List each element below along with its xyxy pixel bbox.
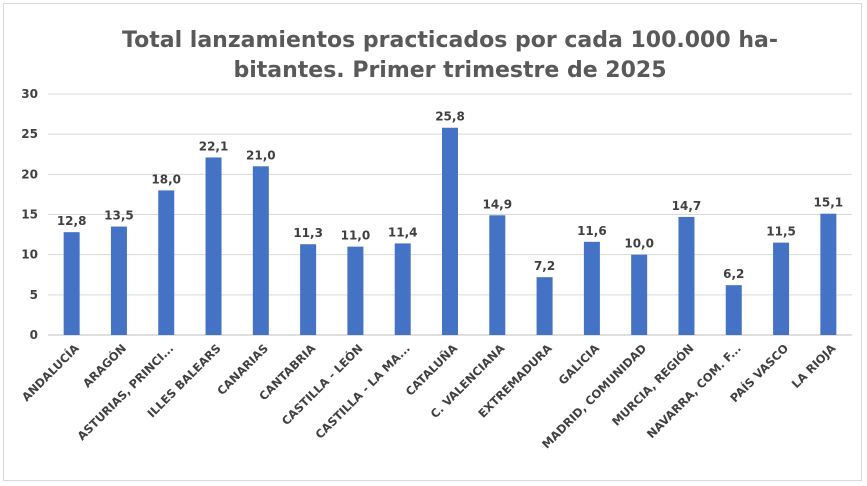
category-label: MURCIA, REGIÓN: [608, 341, 696, 429]
bar: [489, 215, 506, 335]
bar: [773, 242, 790, 335]
data-label: 22,1: [199, 139, 229, 153]
bar: [631, 254, 648, 335]
bar: [205, 157, 222, 335]
category-label: CASTILLA - LA MA...: [312, 341, 412, 441]
bar: [300, 244, 317, 335]
bar: [110, 226, 127, 335]
y-tick-label: 5: [30, 288, 38, 302]
bar: [347, 246, 364, 335]
y-tick-label: 15: [21, 208, 38, 222]
data-label: 11,0: [341, 229, 371, 243]
y-tick-label: 25: [21, 127, 38, 141]
bar: [678, 216, 695, 335]
data-label: 11,5: [766, 225, 796, 239]
data-label: 10,0: [624, 237, 654, 251]
data-label: 13,5: [104, 209, 134, 223]
bar: [725, 285, 742, 335]
data-label: 25,8: [435, 110, 465, 124]
bar: [820, 213, 837, 335]
bar: [536, 277, 553, 335]
y-tick-label: 20: [21, 167, 38, 181]
bar: [252, 166, 269, 335]
data-label: 11,4: [388, 225, 418, 239]
bar: [394, 243, 411, 335]
category-label: LA RIOJA: [789, 341, 839, 391]
data-label: 11,3: [293, 226, 323, 240]
y-tick-label: 0: [30, 328, 38, 342]
chart-frame: [3, 3, 862, 481]
category-label: ARAGÓN: [79, 341, 129, 391]
data-label: 14,9: [482, 197, 512, 211]
bar: [158, 190, 175, 335]
data-label: 15,1: [814, 196, 844, 210]
chart-title: Total lanzamientos practicados por cada …: [122, 28, 778, 83]
data-label: 18,0: [151, 172, 181, 186]
category-label: CASTILLA - LEÓN: [278, 341, 365, 428]
data-label: 6,2: [723, 267, 744, 281]
category-label: ANDALUCÍA: [18, 340, 82, 404]
bar: [442, 127, 458, 336]
data-label: 12,8: [57, 214, 87, 228]
y-tick-label: 30: [21, 87, 38, 101]
category-label: GALICIA: [556, 341, 602, 387]
bar: [583, 241, 600, 335]
bar: [63, 232, 80, 335]
category-label: NAVARRA, COM. F...: [644, 341, 744, 441]
data-label: 7,2: [534, 259, 555, 273]
data-label: 21,0: [246, 148, 276, 162]
data-label: 11,6: [577, 224, 607, 238]
category-label: ASTURIAS, PRINCI...: [74, 341, 176, 443]
y-tick-label: 10: [21, 248, 38, 262]
data-label: 14,7: [672, 199, 702, 213]
